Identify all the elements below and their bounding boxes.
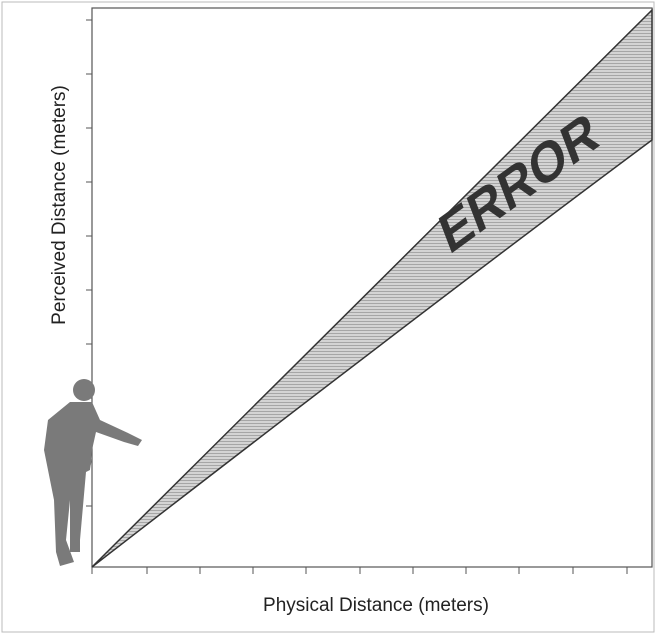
diagram: ERROR Perceived Distance (meters) Physic… (0, 0, 658, 637)
error-band (92, 10, 652, 567)
x-ticks (92, 567, 627, 574)
outer-frame (2, 2, 654, 632)
x-axis-label: Physical Distance (meters) (263, 595, 489, 616)
y-axis-label: Perceived Distance (meters) (49, 85, 70, 325)
